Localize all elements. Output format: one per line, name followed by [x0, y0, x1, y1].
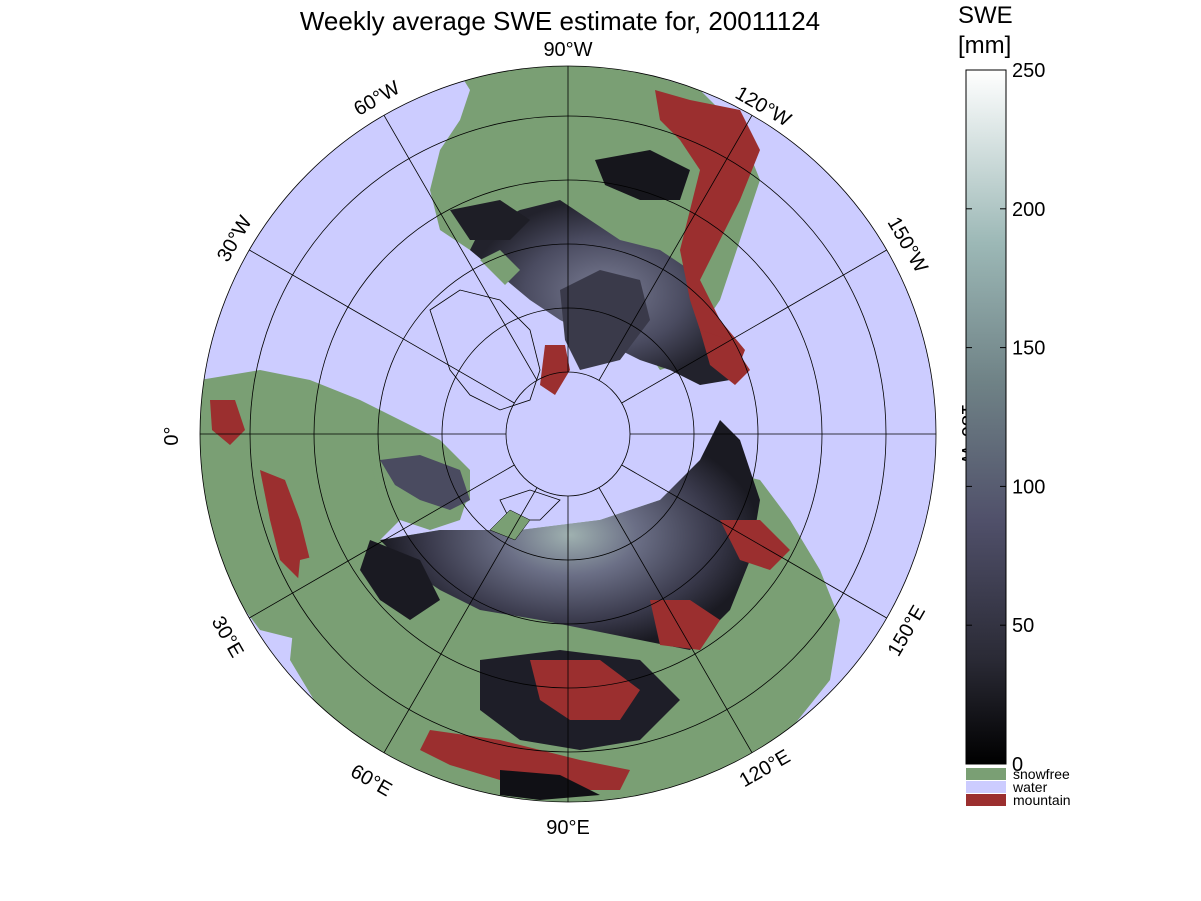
colorbar-category-swatch [966, 768, 1006, 780]
snow-siberia [380, 420, 760, 650]
colorbar-category-label: water [1012, 779, 1048, 795]
meridian-line [598, 115, 753, 381]
colorbar-category-label: snowfree [1013, 766, 1070, 782]
snow-patch-canada-2 [450, 200, 530, 240]
mountain-alaska [700, 330, 750, 385]
mountain-alps [260, 470, 310, 580]
chart-title: Weekly average SWE estimate for, 2001112… [299, 6, 821, 36]
colorbar-title-line2: [mm] [958, 32, 1012, 59]
colorbar-title-line1: SWE [958, 2, 1013, 29]
lon-label-0: 0° [161, 426, 183, 445]
mountain-rockies [655, 90, 760, 375]
colorbar-category-swatch [966, 781, 1006, 793]
colorbar-tick-label: 50 [1012, 615, 1034, 637]
land-arctic-islands-snowfree [480, 250, 520, 285]
mountain-greenland-east [540, 345, 570, 395]
lon-label-90e: 90°E [546, 817, 590, 839]
mountain-central-asia [530, 660, 640, 720]
mountain-kamchatka [720, 520, 790, 570]
lon-label-90w: 90°W [543, 39, 592, 61]
snow-scandinavia [380, 455, 470, 510]
snow-tibet-dark [500, 770, 600, 800]
mountain-far-east [650, 600, 720, 650]
colorbar-category-swatch [966, 794, 1006, 806]
colorbar-category-label: mountain [1013, 792, 1071, 808]
snow-patch-canada [595, 150, 690, 200]
colorbar-tick-label: 200 [1012, 199, 1045, 221]
meridian-line [249, 249, 515, 404]
meridian-line [621, 464, 887, 619]
colorbar-ticks: 0 50 100 150 200 250 [966, 60, 1045, 776]
colorbar-tick-label: 0 [1012, 754, 1023, 776]
meridian-line [598, 487, 753, 753]
meridian-line [621, 249, 887, 404]
meridian-line [383, 115, 538, 381]
colorbar-tick-label: 250 [1012, 60, 1045, 82]
meridian-line [383, 487, 538, 753]
colorbar-gradient [965, 69, 1007, 765]
meridian-line [249, 464, 515, 619]
colorbar-tick-label: 150 [1012, 338, 1045, 360]
land-europe [200, 370, 470, 640]
longitude-grid [200, 66, 936, 802]
colorbar-tick-label: 100 [1012, 476, 1045, 498]
land-greenland [429, 289, 541, 411]
mountain-himalaya [420, 730, 630, 790]
land-arctic-islands [560, 270, 650, 370]
snow-central-asia [360, 540, 440, 620]
